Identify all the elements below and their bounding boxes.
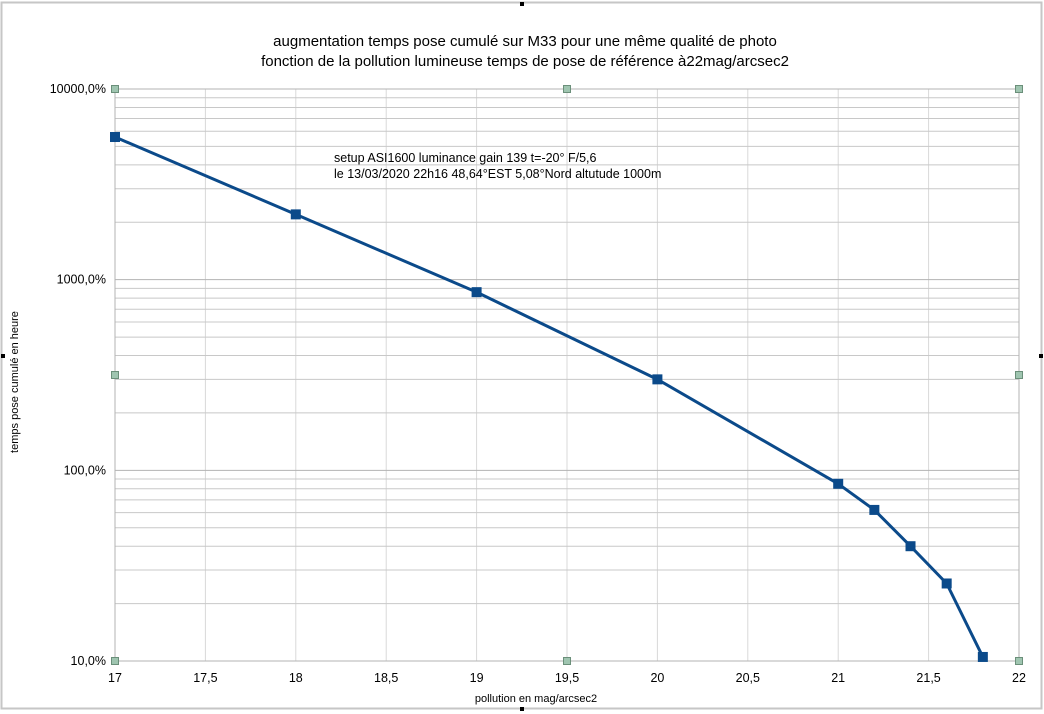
x-tick-label: 18,5 — [374, 671, 398, 685]
y-tick-label: 100,0% — [64, 463, 106, 477]
data-point-marker — [110, 132, 120, 143]
data-point-marker — [869, 504, 880, 515]
data-point-marker — [290, 209, 301, 220]
selection-handle — [563, 657, 571, 665]
data-point-marker — [977, 651, 988, 662]
x-tick-label: 20,5 — [736, 671, 760, 685]
y-tick-label: 1000,0% — [57, 273, 106, 287]
selection-handle — [1015, 657, 1023, 665]
border-handle — [520, 707, 524, 711]
data-point-marker — [471, 287, 482, 298]
border-handle — [1, 354, 5, 358]
border-handle — [1039, 354, 1043, 358]
x-tick-label: 20 — [650, 671, 664, 685]
x-tick-label: 21 — [831, 671, 845, 685]
x-tick-label: 17 — [108, 671, 122, 685]
y-tick-label: 10000,0% — [50, 82, 106, 96]
selection-handle — [1015, 85, 1023, 93]
x-axis-label: pollution en mag/arcsec2 — [475, 693, 597, 705]
chart-title-line-1: augmentation temps pose cumulé sur M33 p… — [273, 33, 777, 50]
border-handle — [520, 2, 524, 6]
x-tick-label: 21,5 — [916, 671, 940, 685]
data-point-marker — [833, 478, 844, 489]
selection-handle — [111, 85, 119, 93]
selection-handle — [563, 85, 571, 93]
data-point-marker — [652, 374, 663, 385]
x-tick-label: 17,5 — [193, 671, 217, 685]
selection-handle — [1015, 371, 1023, 379]
series-layer — [110, 132, 988, 662]
annotation-line-2: le 13/03/2020 22h16 48,64°EST 5,08°Nord … — [334, 167, 661, 181]
annotation-line-1: setup ASI1600 luminance gain 139 t=-20° … — [334, 151, 597, 165]
selection-handle — [111, 371, 119, 379]
chart-title-line-2: fonction de la pollution lumineuse temps… — [261, 53, 789, 70]
x-tick-label: 19 — [470, 671, 484, 685]
x-tick-label: 19,5 — [555, 671, 579, 685]
y-tick-label: 10,0% — [71, 654, 106, 668]
data-point-marker — [905, 541, 916, 552]
data-point-marker — [941, 578, 952, 589]
y-axis-label: temps pose cumulé en heure — [9, 311, 21, 453]
x-tick-label: 22 — [1012, 671, 1026, 685]
tick-label-layer: 17 17,5 18 18,5 19 19,5 20 20,5 21 21,5 22 10,0% 100… — [50, 82, 1026, 685]
x-tick-label: 18 — [289, 671, 303, 685]
selection-handle — [111, 657, 119, 665]
